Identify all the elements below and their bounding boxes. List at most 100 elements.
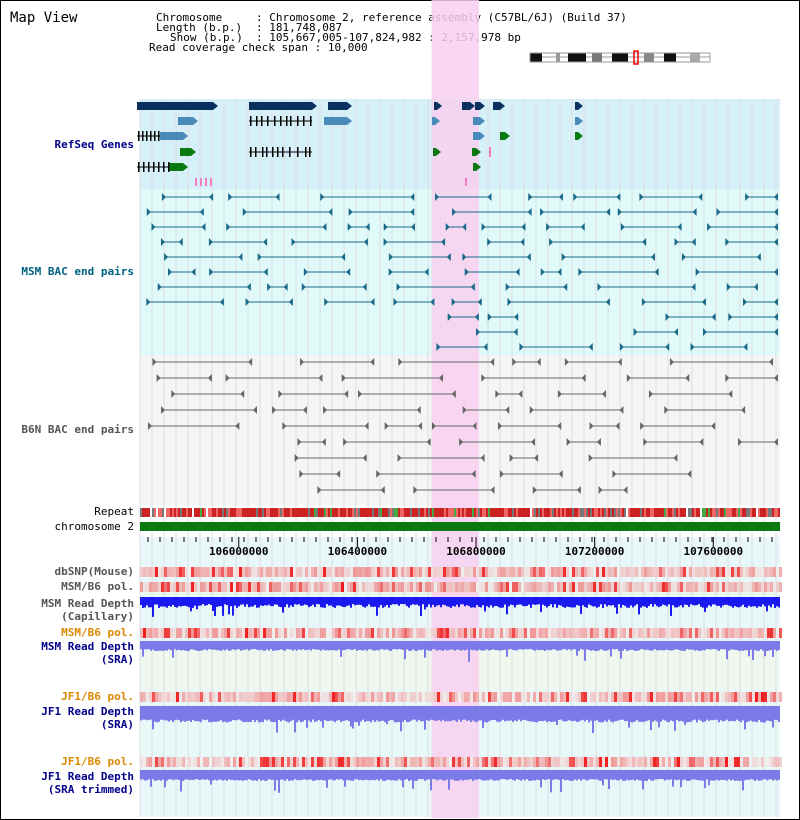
msm-capillary-depth-bar bbox=[722, 597, 724, 606]
jf1-sra-depth-bar bbox=[602, 706, 604, 723]
jf1-b6-pol-cell bbox=[533, 692, 536, 702]
jf1-b6-pol2-cell bbox=[509, 757, 512, 767]
msm-capillary-depth-bar bbox=[298, 597, 300, 605]
track-label-msm-bac: MSM BAC end pairs bbox=[21, 265, 134, 278]
msm-b6-pol-cell bbox=[446, 582, 449, 592]
repeat-segment bbox=[564, 508, 566, 517]
jf1-sra-depth-bar bbox=[434, 706, 436, 721]
jf1-b6-pol2-cell bbox=[749, 757, 752, 767]
jf1-sra-depth-bar bbox=[412, 706, 414, 720]
msm-sra-depth-bar bbox=[708, 641, 710, 650]
msm-sra-depth-bar bbox=[710, 641, 712, 650]
msm-sra-depth-bar bbox=[332, 641, 334, 651]
msm-sra-depth-bar bbox=[570, 641, 572, 651]
dbsnp-cell bbox=[443, 567, 446, 577]
jf1-trim-depth-bar bbox=[236, 770, 238, 781]
msm-capillary-depth-bar bbox=[356, 597, 358, 605]
msm-b6-pol2-cell bbox=[323, 628, 326, 638]
msm-sra-depth-bar bbox=[192, 641, 194, 650]
msm-capillary-depth-bar bbox=[624, 597, 626, 606]
jf1-sra-depth-bar bbox=[510, 706, 512, 721]
repeat-segment bbox=[422, 508, 424, 517]
msm-b6-pol-cell bbox=[761, 582, 764, 592]
bac-end-marker bbox=[490, 486, 495, 494]
repeat-segment bbox=[496, 508, 498, 517]
jf1-b6-pol-cell bbox=[224, 692, 227, 702]
msm-sra-depth-bar bbox=[734, 641, 736, 650]
msm-capillary-depth-bar bbox=[446, 597, 448, 607]
msm-capillary-depth-bar bbox=[482, 597, 484, 606]
jf1-sra-depth-bar bbox=[198, 706, 200, 722]
msm-sra-depth-bar bbox=[340, 641, 342, 657]
jf1-trim-depth-bar bbox=[572, 770, 574, 781]
dbsnp-cell bbox=[713, 567, 716, 577]
jf1-sra-depth-bar bbox=[242, 706, 244, 723]
msm-capillary-depth-bar bbox=[740, 597, 742, 607]
msm-sra-depth-bar bbox=[202, 641, 204, 651]
jf1-trim-depth-bar bbox=[462, 770, 464, 781]
dbsnp-cell bbox=[470, 567, 473, 577]
gene-block bbox=[473, 117, 480, 125]
msm-b6-pol-cell bbox=[695, 582, 698, 592]
jf1-trim-depth-bar bbox=[658, 770, 660, 780]
jf1-b6-pol-cell bbox=[677, 692, 680, 702]
jf1-sra-depth-bar bbox=[340, 706, 342, 723]
jf1-sra-depth-bar bbox=[144, 706, 146, 720]
gene-arrow bbox=[436, 148, 441, 156]
repeat-segment bbox=[514, 508, 516, 517]
dbsnp-cell bbox=[149, 567, 152, 577]
gene-block bbox=[493, 102, 500, 110]
msm-b6-pol-cell bbox=[665, 582, 668, 592]
msm-b6-pol2-cell bbox=[179, 628, 182, 638]
jf1-b6-pol-cell bbox=[728, 692, 731, 702]
repeat-segment bbox=[708, 508, 710, 517]
dbsnp-cell bbox=[248, 567, 251, 577]
track-label-jf1-depth-sra-2: (SRA) bbox=[100, 718, 134, 731]
bac-end-marker bbox=[509, 454, 514, 462]
repeat-segment bbox=[702, 508, 704, 517]
bac-end-marker bbox=[318, 374, 323, 382]
jf1-trim-depth-bar bbox=[568, 770, 570, 781]
jf1-trim-depth-bar bbox=[300, 770, 302, 781]
repeat-segment bbox=[696, 508, 698, 517]
msm-capillary-depth-bar bbox=[658, 597, 660, 608]
dbsnp-cell bbox=[509, 567, 512, 577]
bac-end-marker bbox=[725, 374, 730, 382]
jf1-b6-pol2-cell bbox=[722, 757, 725, 767]
bac-end-marker bbox=[341, 374, 346, 382]
jf1-sra-depth-bar bbox=[670, 706, 672, 721]
jf1-sra-depth-bar bbox=[148, 706, 150, 720]
repeat-segment bbox=[616, 508, 618, 517]
jf1-trim-depth-bar bbox=[160, 770, 162, 781]
jf1-trim-depth-bar bbox=[452, 770, 454, 780]
jf1-trim-depth-bar bbox=[224, 770, 226, 780]
jf1-sra-depth-bar bbox=[540, 706, 542, 722]
msm-b6-pol2-cell bbox=[260, 628, 263, 638]
jf1-b6-pol2-cell bbox=[200, 757, 203, 767]
msm-sra-depth-bar bbox=[296, 641, 298, 651]
msm-b6-pol2-cell bbox=[650, 628, 653, 638]
msm-b6-pol-cell bbox=[632, 582, 635, 592]
msm-sra-depth-bar bbox=[208, 641, 210, 650]
msm-sra-depth-bar bbox=[688, 641, 690, 650]
msm-capillary-depth-bar bbox=[250, 597, 252, 607]
bac-end-marker bbox=[209, 193, 214, 201]
jf1-b6-pol2-cell bbox=[425, 757, 428, 767]
gene-exon bbox=[146, 131, 148, 141]
msm-capillary-depth-bar bbox=[314, 597, 316, 608]
jf1-sra-depth-bar bbox=[648, 706, 650, 721]
dbsnp-cell bbox=[761, 567, 764, 577]
dbsnp-cell bbox=[380, 567, 383, 577]
jf1-b6-pol-cell bbox=[518, 692, 521, 702]
bac-end-marker bbox=[651, 253, 656, 261]
dbsnp-cell bbox=[737, 567, 740, 577]
msm-sra-depth-bar bbox=[540, 641, 542, 650]
repeat-segment bbox=[364, 508, 366, 517]
jf1-b6-pol2-cell bbox=[362, 757, 365, 767]
jf1-b6-pol-cell bbox=[731, 692, 734, 702]
repeat-segment bbox=[200, 508, 202, 517]
msm-sra-depth-bar bbox=[468, 641, 470, 662]
dbsnp-cell bbox=[689, 567, 692, 577]
jf1-b6-pol-cell bbox=[686, 692, 689, 702]
repeat-segment bbox=[272, 508, 274, 517]
